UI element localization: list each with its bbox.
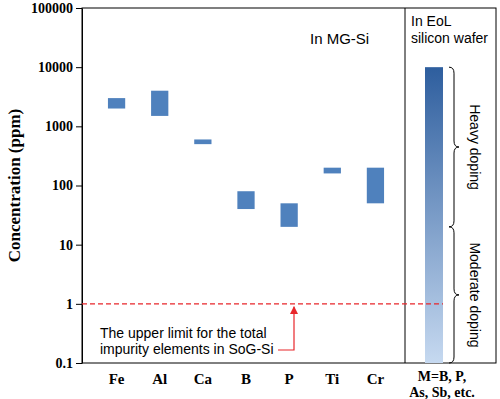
- x-tick-label: Cr: [367, 371, 385, 387]
- y-tick: 1000: [45, 119, 82, 134]
- x-tick-label: Ti: [325, 371, 339, 387]
- x-tick: P: [285, 363, 294, 387]
- range-bar: [281, 203, 298, 227]
- eol-category-label: M=B, P,: [418, 369, 466, 384]
- x-tick-label: Fe: [109, 371, 125, 387]
- y-tick-mark: [76, 126, 82, 127]
- y-tick-label: 10: [59, 238, 73, 253]
- range-bar: [108, 98, 125, 108]
- y-tick-label: 10000: [38, 60, 73, 75]
- eol-bar: [425, 67, 443, 363]
- y-axis: 0.1 1 10 100 1000 10000 100000: [31, 1, 83, 371]
- x-tick: Al: [152, 363, 167, 387]
- range-bar: [367, 168, 384, 204]
- y-tick-label: 0.1: [56, 356, 74, 371]
- range-bar: [151, 91, 168, 116]
- x-tick-label: Ca: [194, 371, 213, 387]
- y-tick-mark: [76, 186, 82, 187]
- brace: [449, 67, 459, 227]
- y-axis-title: Concentration (ppm): [5, 109, 24, 262]
- reference-label: The upper limit for the total: [100, 325, 267, 341]
- x-tick: Ca: [194, 363, 213, 387]
- y-tick-label: 1000: [45, 119, 73, 134]
- y-tick: 100000: [31, 1, 82, 16]
- range-bar: [194, 139, 211, 144]
- panel-title: In MG-Si: [310, 30, 369, 47]
- y-tick: 10: [59, 238, 82, 253]
- reference-line: [82, 303, 443, 304]
- x-tick: Cr: [367, 363, 385, 387]
- y-tick-mark: [76, 8, 82, 9]
- x-tick: Ti: [325, 363, 339, 387]
- y-tick-label: 100000: [31, 1, 73, 16]
- panel-divider: [405, 8, 406, 363]
- range-bar: [324, 168, 341, 174]
- y-tick-mark: [76, 245, 82, 246]
- y-tick: 1: [66, 297, 82, 312]
- y-tick-mark: [76, 67, 82, 68]
- y-tick-label: 100: [52, 178, 73, 193]
- brace-label: Heavy doping: [467, 104, 483, 190]
- brace-label: Moderate doping: [467, 242, 483, 347]
- reference-arrow: [278, 307, 294, 350]
- x-tick: Fe: [109, 363, 125, 387]
- x-tick: B: [241, 363, 251, 387]
- reference-label: impurity elements in SoG-Si: [100, 341, 274, 357]
- plot-frame: [82, 8, 496, 363]
- chart-svg: 0.1 1 10 100 1000 10000 100000 Concentration (p…: [0, 0, 500, 399]
- x-tick-label: Al: [152, 371, 167, 387]
- brace: [449, 227, 459, 363]
- range-bar: [237, 191, 254, 209]
- y-tick: 10000: [38, 60, 82, 75]
- y-axis-line: [82, 9, 83, 364]
- x-axis: Fe Al Ca B P Ti Cr: [109, 363, 385, 387]
- x-tick-label: B: [241, 371, 251, 387]
- eol-title: silicon wafer: [411, 30, 488, 46]
- eol-category-label: As, Sb, etc.: [409, 385, 475, 399]
- y-tick-label: 1: [66, 297, 73, 312]
- y-tick-mark: [76, 363, 82, 364]
- plot-area: [82, 67, 443, 363]
- y-tick-mark: [76, 304, 82, 305]
- y-tick: 0.1: [56, 356, 83, 371]
- y-tick: 100: [52, 178, 82, 193]
- x-tick-label: P: [285, 371, 294, 387]
- eol-title: In EoL: [411, 13, 452, 29]
